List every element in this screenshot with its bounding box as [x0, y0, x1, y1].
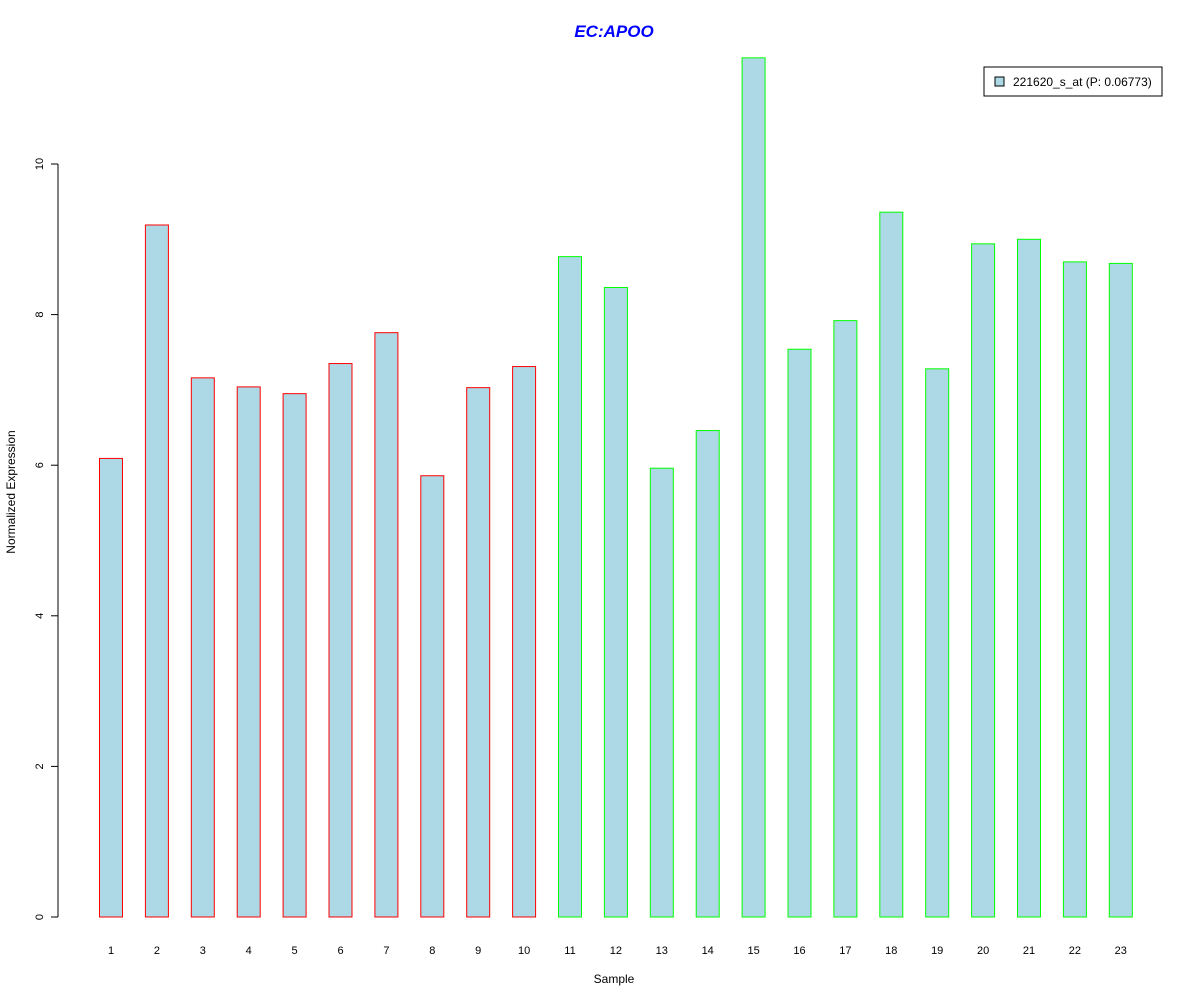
y-axis: 0 2 4 6 8 10 — [34, 158, 59, 920]
bar-sample-11 — [558, 256, 582, 918]
x-tick-label: 19 — [931, 945, 943, 957]
x-tick-label: 6 — [337, 945, 343, 957]
bar-sample-20 — [971, 243, 996, 918]
bar-sample-15 — [741, 57, 766, 918]
bar-sample-9 — [466, 387, 491, 918]
x-tick-label: 18 — [885, 945, 897, 957]
bar-sample-2 — [144, 224, 169, 918]
bar-sample-12 — [603, 286, 628, 918]
y-tick-label: 0 — [34, 914, 46, 920]
bar-sample-19 — [925, 368, 950, 918]
bar-sample-8 — [420, 475, 445, 918]
x-tick-label: 16 — [793, 945, 805, 957]
x-tick-label: 12 — [610, 945, 622, 957]
x-tick-label: 13 — [656, 945, 668, 957]
x-tick-label: 4 — [246, 945, 252, 957]
x-tick-label: 2 — [154, 945, 160, 957]
bar-sample-1 — [99, 457, 123, 918]
x-tick-label: 3 — [200, 945, 206, 957]
y-tick-label: 8 — [34, 312, 46, 318]
bar-sample-10 — [512, 366, 537, 918]
x-tick-label: 5 — [292, 945, 298, 957]
x-tick-label: 7 — [383, 945, 389, 957]
x-tick-label: 8 — [429, 945, 435, 957]
bar-sample-22 — [1062, 261, 1087, 918]
x-tick-label: 23 — [1115, 945, 1127, 957]
x-tick-label: 10 — [518, 945, 530, 957]
bar-sample-5 — [282, 393, 307, 918]
chart-title: EC:APOO — [574, 22, 653, 41]
legend-box — [983, 66, 1163, 97]
y-axis-label: Normalized Expression — [4, 430, 18, 553]
bar-sample-17 — [833, 320, 858, 918]
y-tick-label: 2 — [34, 763, 46, 769]
x-tick-label: 15 — [747, 945, 759, 957]
y-tick-label: 4 — [34, 613, 46, 619]
legend-swatch — [994, 76, 1005, 87]
bar-sample-4 — [236, 386, 261, 918]
x-tick-label: 1 — [108, 945, 114, 957]
y-tick-label: 6 — [34, 462, 46, 468]
x-tick-label: 17 — [839, 945, 851, 957]
x-tick-label: 21 — [1023, 945, 1035, 957]
bar-sample-14 — [695, 430, 720, 918]
x-tick-labels: 1 2 3 4 5 6 7 8 9 10 11 12 13 14 15 16 17 18 19 20 21 22 23 — [108, 945, 1127, 957]
legend-label: 221620_s_at (P: 0.06773) — [1013, 75, 1152, 89]
x-tick-label: 22 — [1069, 945, 1081, 957]
legend: 221620_s_at (P: 0.06773) — [983, 66, 1163, 97]
bar-sample-13 — [649, 467, 674, 918]
x-axis-label: Sample — [594, 972, 635, 986]
bar-sample-23 — [1108, 262, 1133, 918]
bar-sample-7 — [374, 332, 399, 918]
bars-group — [99, 57, 1133, 918]
x-tick-label: 14 — [702, 945, 714, 957]
bar-sample-21 — [1017, 238, 1041, 918]
x-tick-label: 11 — [564, 945, 575, 957]
bar-sample-3 — [190, 377, 215, 918]
bar-sample-6 — [328, 363, 353, 918]
x-tick-label: 9 — [475, 945, 481, 957]
bar-sample-18 — [879, 211, 904, 918]
bar-sample-16 — [787, 348, 812, 918]
y-tick-label: 10 — [34, 158, 46, 170]
x-tick-label: 20 — [977, 945, 989, 957]
